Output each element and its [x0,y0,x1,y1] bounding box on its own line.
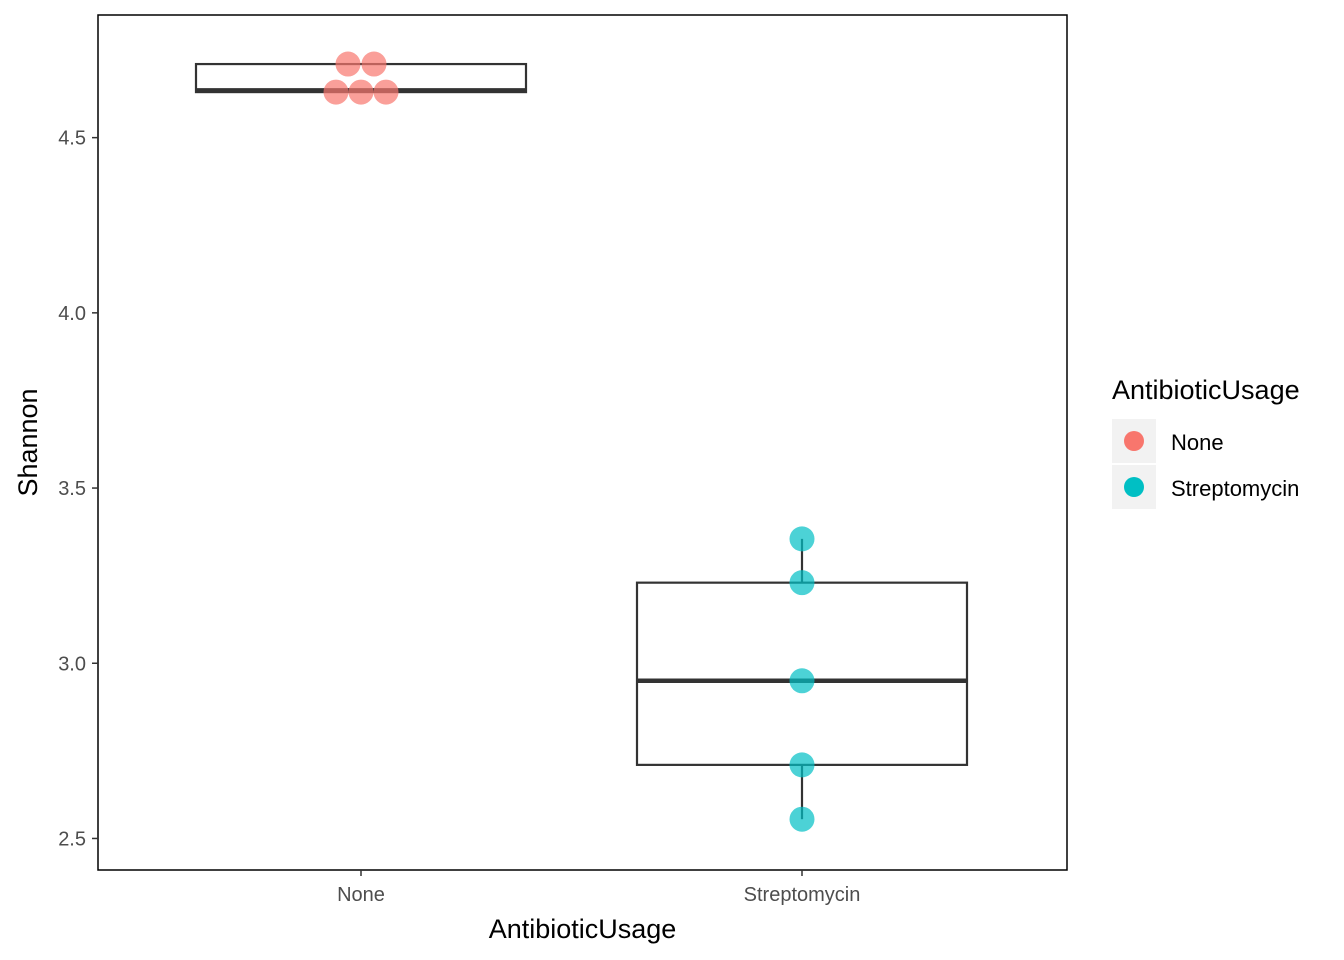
data-point-streptomycin [789,806,815,832]
legend-item-streptomycin: Streptomycin [1112,465,1299,509]
legend-swatch [1124,431,1144,451]
legend-label: None [1171,430,1224,455]
x-axis-title: AntibioticUsage [489,914,677,944]
data-point-streptomycin [789,752,815,778]
y-tick-label: 3.5 [58,478,86,500]
x-tick-label: None [337,884,385,906]
y-axis-title: Shannon [13,388,43,496]
data-point-none [373,79,399,105]
axes: 2.5 3.0 3.5 4.0 4.5 None Streptomycin [58,14,1068,906]
data-point-streptomycin [789,570,815,596]
legend-title: AntibioticUsage [1112,375,1300,405]
data-point-none [348,79,374,105]
data-point-streptomycin [789,668,815,694]
legend-label: Streptomycin [1171,476,1299,501]
legend-item-none: None [1112,419,1224,463]
data-points [323,51,815,832]
legend-swatch [1124,477,1144,497]
legend: AntibioticUsage None Streptomycin [1112,375,1300,509]
y-tick-label: 3.0 [58,653,86,675]
data-point-none [335,51,361,77]
x-tick-label: Streptomycin [744,884,861,906]
panel-border [97,14,1068,871]
data-point-streptomycin [789,526,815,552]
y-tick-label: 2.5 [58,828,86,850]
y-tick-label: 4.5 [58,128,86,150]
legend-items: None Streptomycin [1112,419,1299,509]
data-point-none [323,79,349,105]
data-point-none [361,51,387,77]
y-tick-label: 4.0 [58,303,86,325]
